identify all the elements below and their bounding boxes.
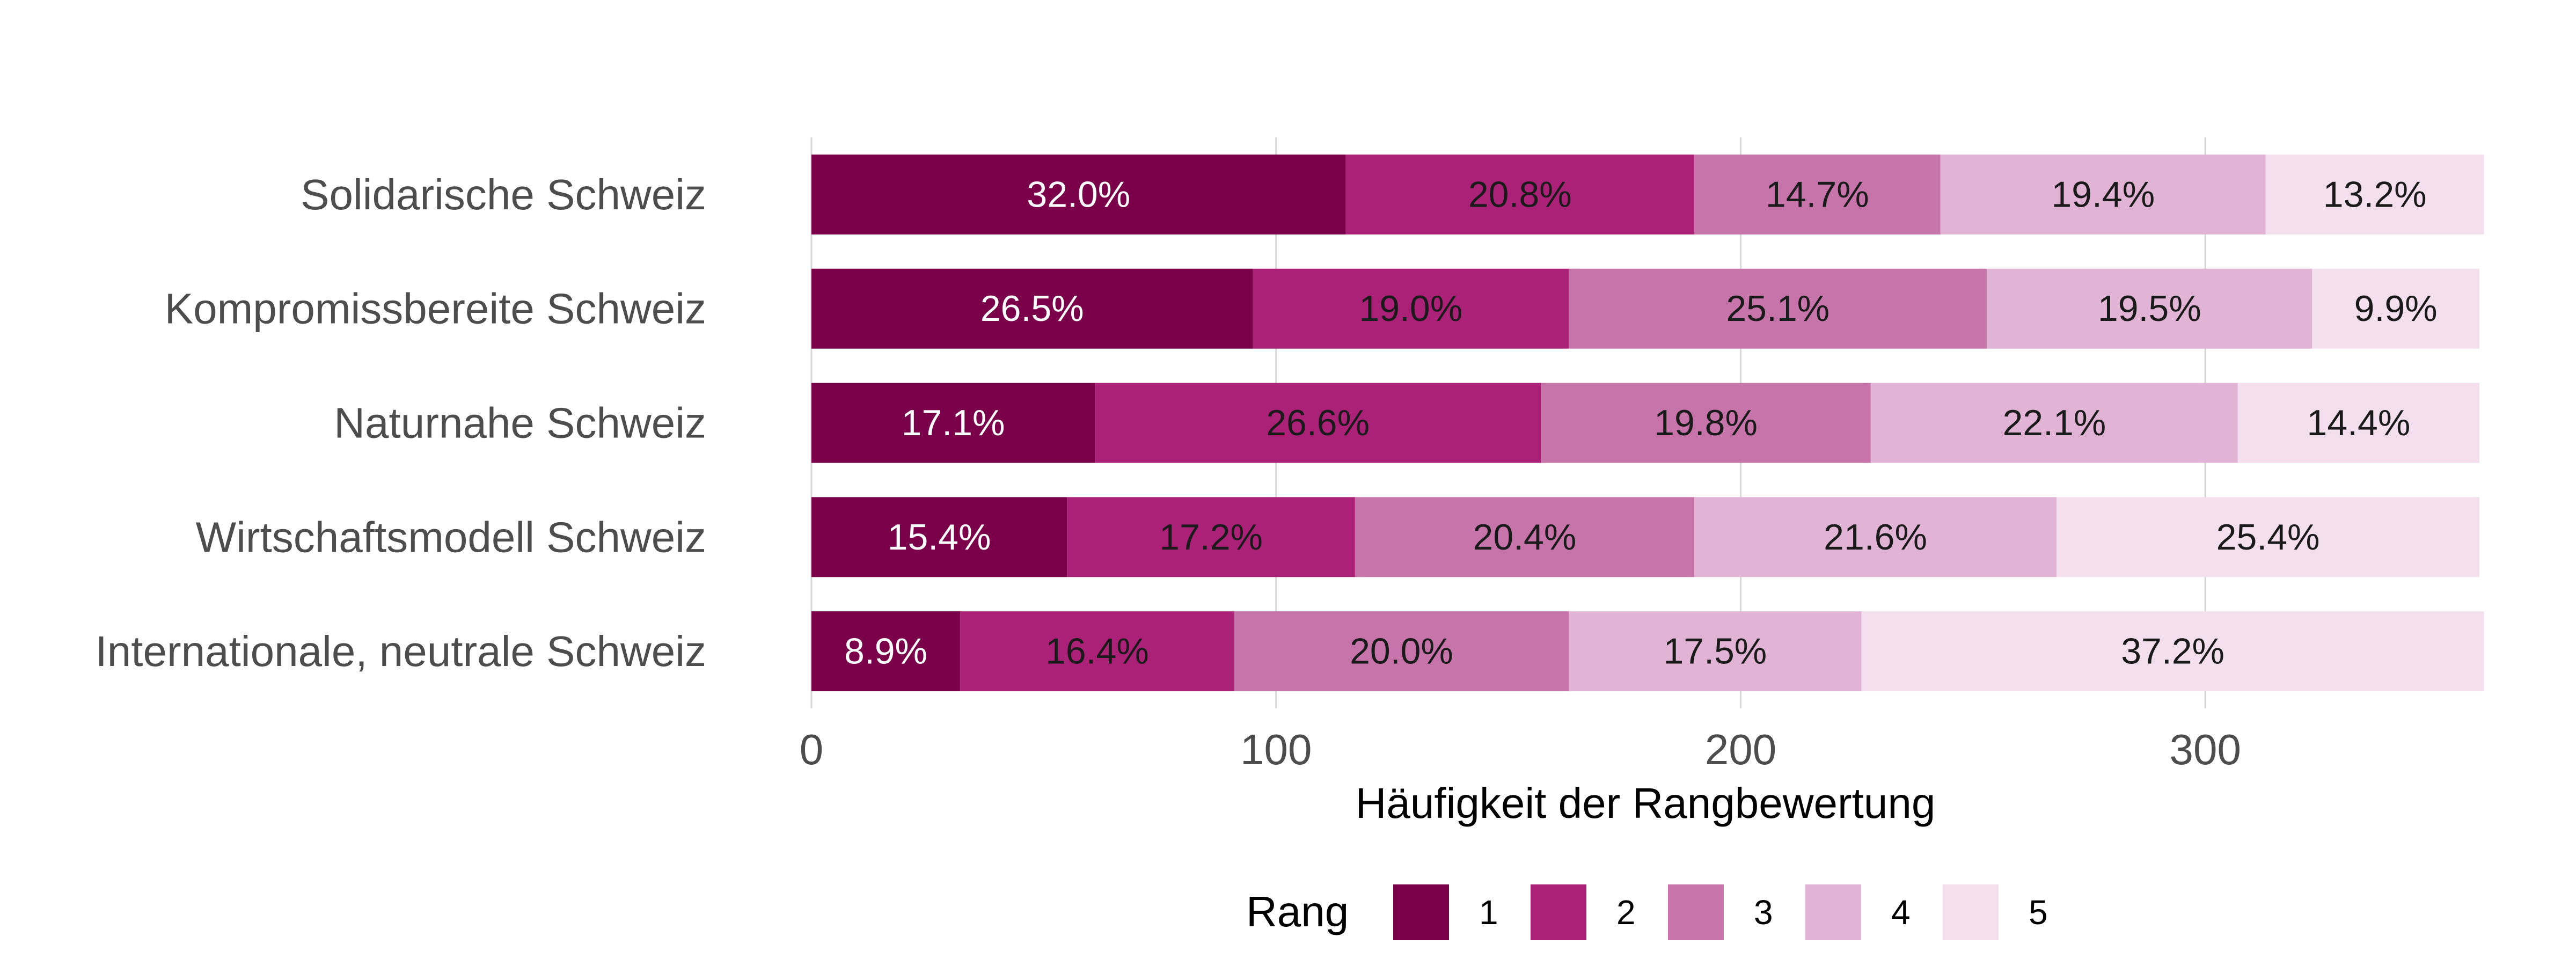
- bar-segment-rang-2: [1095, 383, 1541, 463]
- legend-label: 3: [1754, 893, 1773, 932]
- category-labels: Solidarische Schweiz Kompromissbereite Sc…: [96, 171, 706, 675]
- bar-value-label: 26.5%: [980, 288, 1084, 329]
- bar-value-label: 25.4%: [2216, 517, 2320, 558]
- bar-value-label: 16.4%: [1045, 631, 1149, 672]
- bar-value-label: 14.7%: [1766, 174, 1869, 215]
- bar-segment-rang-1: [811, 268, 1253, 349]
- bar-segment-rang-2: [1067, 497, 1355, 577]
- bar-segment-rang-4: [1870, 383, 2238, 463]
- legend-key-rang-3: [1668, 884, 1724, 940]
- bar-labels: 32.0% 20.8% 14.7% 19.4% 13.2% 26.5% 19.0% 25.1%…: [844, 174, 2438, 671]
- bar-segment-rang-5: [2237, 383, 2479, 463]
- x-tick-label: 0: [800, 726, 824, 773]
- bar-segment-rang-3: [1569, 268, 1987, 349]
- bar-value-label: 17.5%: [1663, 631, 1767, 672]
- x-axis-title: Häufigkeit der Rangbewertung: [1356, 779, 1936, 827]
- bar-segment-rang-1: [811, 611, 961, 692]
- bar-segment-rang-3: [1234, 611, 1569, 692]
- bar-value-label: 20.4%: [1473, 517, 1577, 558]
- bar-segment-rang-4: [1987, 268, 2312, 349]
- bar-value-label: 15.4%: [888, 517, 991, 558]
- bar-value-label: 25.1%: [1726, 288, 1829, 329]
- bar-segment-rang-3: [1541, 383, 1871, 463]
- category-label: Internationale, neutrale Schweiz: [96, 627, 706, 675]
- x-tick-label: 100: [1240, 726, 1312, 773]
- bar-segment-rang-5: [1861, 611, 2484, 692]
- bars: [811, 154, 2484, 692]
- bar-value-label: 19.5%: [2098, 288, 2201, 329]
- legend-label: 2: [1616, 893, 1636, 932]
- legend-title: Rang: [1246, 888, 1349, 935]
- bar-value-label: 19.4%: [2051, 174, 2155, 215]
- bar-segment-rang-1: [811, 383, 1095, 463]
- bar-value-label: 22.1%: [2002, 402, 2106, 443]
- bar-segment-rang-1: [811, 497, 1067, 577]
- bar-segment-rang-5: [2265, 154, 2484, 235]
- bar-segment-rang-2: [1345, 154, 1694, 235]
- bar-value-label: 26.6%: [1266, 402, 1370, 443]
- x-tick-label: 200: [1705, 726, 1776, 773]
- bar-value-label: 8.9%: [844, 631, 927, 672]
- bar-value-label: 21.6%: [1824, 517, 1927, 558]
- bar-segment-rang-4: [1694, 497, 2057, 577]
- bar-segment-rang-4: [1940, 154, 2266, 235]
- bar-segment-rang-5: [2312, 268, 2479, 349]
- bar-value-label: 19.8%: [1654, 402, 1758, 443]
- bar-value-label: 9.9%: [2354, 288, 2438, 329]
- bar-segment-rang-4: [1569, 611, 1862, 692]
- bar-value-label: 17.1%: [902, 402, 1005, 443]
- legend-key-rang-4: [1805, 884, 1861, 940]
- bar-value-label: 37.2%: [2121, 631, 2224, 672]
- category-label: Naturnahe Schweiz: [334, 399, 706, 447]
- bar-segment-rang-3: [1355, 497, 1694, 577]
- legend-label: 5: [2029, 893, 2048, 932]
- bar-value-label: 13.2%: [2323, 174, 2427, 215]
- x-axis-ticks: 0 100 200 300: [800, 726, 2241, 773]
- bar-value-label: 19.0%: [1359, 288, 1462, 329]
- legend: Rang 1 2 3 4 5: [1246, 884, 2048, 940]
- bar-segment-rang-2: [960, 611, 1234, 692]
- bar-value-label: 32.0%: [1027, 174, 1130, 215]
- bar-value-label: 17.2%: [1159, 517, 1263, 558]
- bar-segment-rang-3: [1694, 154, 1941, 235]
- category-label: Kompromissbereite Schweiz: [165, 285, 706, 333]
- bar-value-label: 20.0%: [1350, 631, 1453, 672]
- bar-value-label: 14.4%: [2307, 402, 2411, 443]
- legend-label: 4: [1891, 893, 1911, 932]
- category-label: Solidarische Schweiz: [301, 171, 706, 218]
- category-label: Wirtschaftsmodell Schweiz: [196, 513, 706, 561]
- bar-segment-rang-5: [2057, 497, 2479, 577]
- legend-key-rang-2: [1531, 884, 1586, 940]
- legend-key-rang-5: [1943, 884, 1999, 940]
- x-tick-label: 300: [2169, 726, 2241, 773]
- bar-value-label: 20.8%: [1468, 174, 1572, 215]
- bar-segment-rang-1: [811, 154, 1346, 235]
- legend-key-rang-1: [1393, 884, 1449, 940]
- legend-label: 1: [1479, 893, 1498, 932]
- bar-segment-rang-2: [1253, 268, 1569, 349]
